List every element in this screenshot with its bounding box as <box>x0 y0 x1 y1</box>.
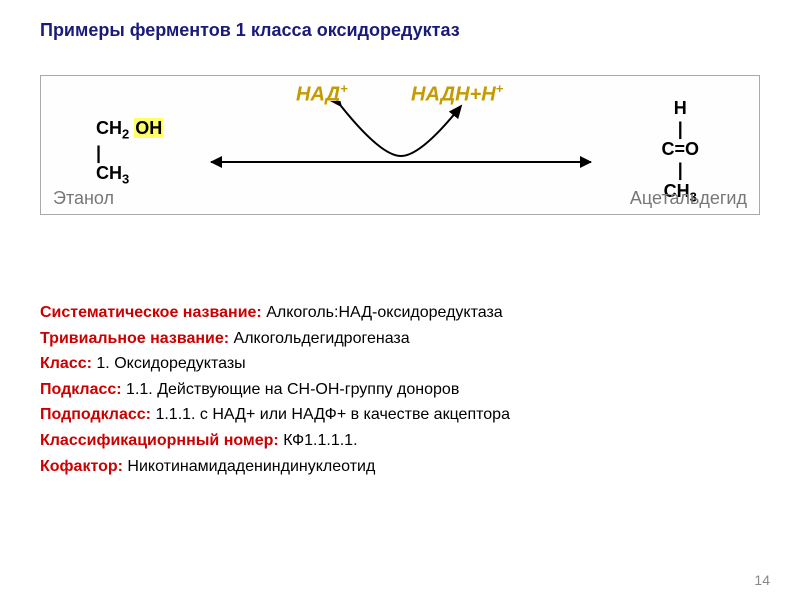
ethanol-oh: OH <box>134 118 163 138</box>
curved-arrows <box>271 101 531 161</box>
ethanol-sub2: 2 <box>122 127 129 142</box>
ethanol-structure: CH2 OH | CH3 <box>96 118 163 188</box>
acet-ceo: C=O <box>661 139 699 160</box>
page-number: 14 <box>754 572 770 588</box>
info-row-trivial: Тривиальное название: Алкогольдегидроген… <box>40 326 510 352</box>
reaction-arrow <box>211 161 591 163</box>
info-row-ecnum: Классификациорнный номер: КФ1.1.1.1. <box>40 428 510 454</box>
acet-bond2: | <box>678 160 683 181</box>
slide-title: Примеры ферментов 1 класса оксидоредукта… <box>40 20 460 41</box>
ethanol-sub3: 3 <box>122 172 129 187</box>
value-ecnum: КФ1.1.1.1. <box>279 432 358 449</box>
label-class: Класс: <box>40 355 92 372</box>
ethanol-ch2: CH <box>96 118 122 138</box>
value-subclass: 1.1. Действующие на CH-OH-группу доноров <box>122 381 460 398</box>
info-row-class: Класс: 1. Оксидоредуктазы <box>40 351 510 377</box>
cofactor-left-sup: + <box>340 81 348 96</box>
value-trivial: Алкогольдегидрогеназа <box>229 330 410 347</box>
acet-h: H <box>661 98 699 119</box>
info-row-cofactor: Кофактор: Никотинамидадениндинуклеотид <box>40 454 510 480</box>
acetaldehyde-label: Ацетальдегид <box>630 188 747 209</box>
label-systematic: Систематическое название: <box>40 304 262 321</box>
acet-bond1: | <box>678 119 683 140</box>
label-trivial: Тривиальное название: <box>40 330 229 347</box>
value-systematic: Алкоголь:НАД-оксидоредуктаза <box>262 304 503 321</box>
label-ecnum: Классификациорнный номер: <box>40 432 279 449</box>
reaction-diagram: НАД+ НАДН+Н+ CH2 OH | CH3 H | C=O | CH3 … <box>40 75 760 215</box>
ethanol-bond: | <box>96 143 101 164</box>
cofactor-right-sup: + <box>496 81 504 96</box>
value-subsubclass: 1.1.1. с НАД+ или НАДФ+ в качестве акцеп… <box>151 406 510 423</box>
info-block: Систематическое название: Алкоголь:НАД-о… <box>40 300 510 479</box>
info-row-systematic: Систематическое название: Алкоголь:НАД-о… <box>40 300 510 326</box>
ethanol-ch3: CH <box>96 163 122 183</box>
value-class: 1. Оксидоредуктазы <box>92 355 246 372</box>
ethanol-label: Этанол <box>53 188 114 209</box>
label-subclass: Подкласс: <box>40 381 122 398</box>
info-row-subclass: Подкласс: 1.1. Действующие на CH-OH-груп… <box>40 377 510 403</box>
info-row-subsubclass: Подподкласс: 1.1.1. с НАД+ или НАДФ+ в к… <box>40 402 510 428</box>
label-cofactor: Кофактор: <box>40 458 123 475</box>
label-subsubclass: Подподкласс: <box>40 406 151 423</box>
value-cofactor: Никотинамидадениндинуклеотид <box>123 458 375 475</box>
